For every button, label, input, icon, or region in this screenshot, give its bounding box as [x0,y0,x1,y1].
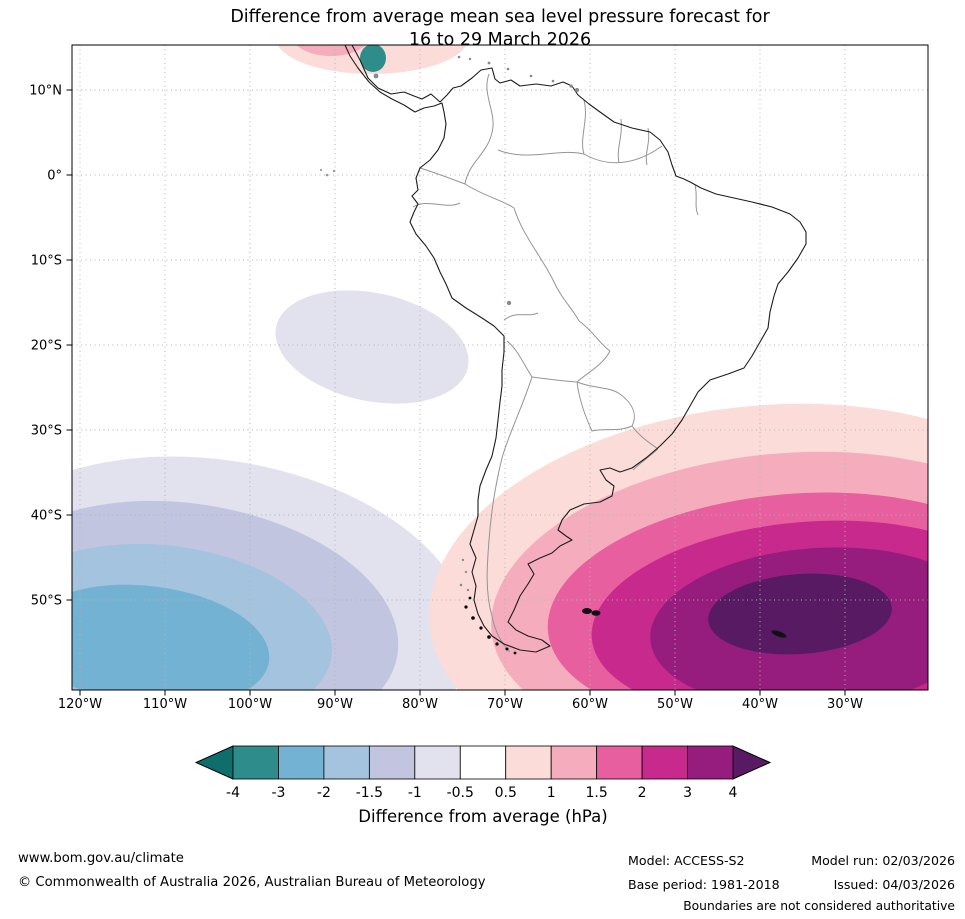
lon-label: 40°W [742,697,778,712]
axis-ticks-bottom [79,690,846,696]
colorbar-segment [414,745,461,780]
lon-label: 80°W [402,697,438,712]
longitude-axis-labels: 120°W 110°W 100°W 90°W 80°W 70°W 60°W 50… [58,697,863,712]
axis-ticks-left [66,89,72,601]
anomaly-fill-layers [72,45,928,690]
footer-disclaimer: Boundaries are not considered authoritat… [683,899,955,913]
colorbar-left-arrow [194,745,234,780]
lon-label: 30°W [827,697,863,712]
south-america-coastline [344,45,807,653]
colorbar-tick: -2 [317,785,331,801]
lakes [373,73,512,306]
colorbar-tick: -4 [226,785,240,801]
lon-label: 100°W [228,697,272,712]
colorbar-tick-labels: -4 -3 -2 -1.5 -1 -0.5 0.5 1 1.5 2 3 4 [226,785,738,801]
south-georgia-island [771,630,787,638]
colorbar-tick: 4 [729,785,738,801]
falkland-islands [582,608,601,616]
coastline-layer [319,45,807,655]
colorbar-tick: 0.5 [495,785,517,801]
colorbar-segment [641,745,688,780]
colorbar-segment [687,745,734,780]
colorbar-segment [323,745,370,780]
colorbar-tick: -0.5 [447,785,474,801]
chart-title: Difference from average mean sea level p… [35,6,965,52]
subtropical-negative-patch [275,290,469,404]
colorbar-right-arrow [732,745,772,780]
caribbean-islands [457,55,579,92]
pacific-negative-level-2 [72,584,270,690]
lon-label: 60°W [572,697,608,712]
lon-label: 110°W [143,697,187,712]
colorbar-segment [232,745,279,780]
colorbar-segment [368,745,416,780]
colorbar-tick: -1 [408,785,422,801]
lon-label: 50°W [657,697,693,712]
lat-label: 10°S [31,254,62,269]
lat-label: 10°N [29,84,62,99]
lat-label: 30°S [31,424,62,439]
country-borders [412,73,699,653]
colorbar-tick: 3 [683,785,692,801]
colorbar-segment [550,745,598,780]
lon-label: 90°W [317,697,353,712]
colorbar-title: Difference from average (hPa) [358,807,607,826]
footer-base-period: Base period: 1981-2018 [628,877,780,892]
colorbar-segment [596,745,643,780]
lon-label: 70°W [487,697,523,712]
colorbar-tick: -1.5 [356,785,383,801]
lat-label: 0° [47,169,62,184]
colorbar-segments [232,745,734,780]
footer-model-run: Model run: 02/03/2026 [811,853,955,868]
colorbar-tick: 1 [547,785,556,801]
lon-label: 120°W [58,697,102,712]
lat-label: 40°S [31,509,62,524]
colorbar-tick: 2 [638,785,647,801]
colorbar-segment [459,745,507,780]
colorbar-segment [505,745,552,780]
colorbar-segment [278,745,325,780]
chart-title-line2: 16 to 29 March 2026 [408,29,592,50]
galapagos-islands [319,168,336,177]
footer-model: Model: ACCESS-S2 [628,853,745,868]
footer-issued: Issued: 04/03/2026 [833,877,955,892]
chart-title-line1: Difference from average mean sea level p… [230,7,770,27]
colorbar-tick: -3 [271,785,285,801]
central-america-negative-pocket [360,45,386,72]
lat-label: 20°S [31,339,62,354]
latitude-axis-labels: 10°N 0° 10°S 20°S 30°S 40°S 50°S [29,84,62,609]
lat-label: 50°S [31,594,62,609]
atlantic-positive-level-4-core [708,573,892,655]
patagonia-fjord-detail [464,596,517,655]
footer-website: www.bom.gov.au/climate [18,851,184,866]
andes-glacier-detail [459,558,470,592]
colorbar-tick: 1.5 [586,785,608,801]
colorbar: -4 -3 -2 -1.5 -1 -0.5 0.5 1 1.5 2 3 4 Di… [194,745,772,826]
graticule-gridlines [72,45,928,690]
footer-copyright: © Commonwealth of Australia 2026, Austra… [18,875,486,890]
plot-frame [71,44,929,691]
